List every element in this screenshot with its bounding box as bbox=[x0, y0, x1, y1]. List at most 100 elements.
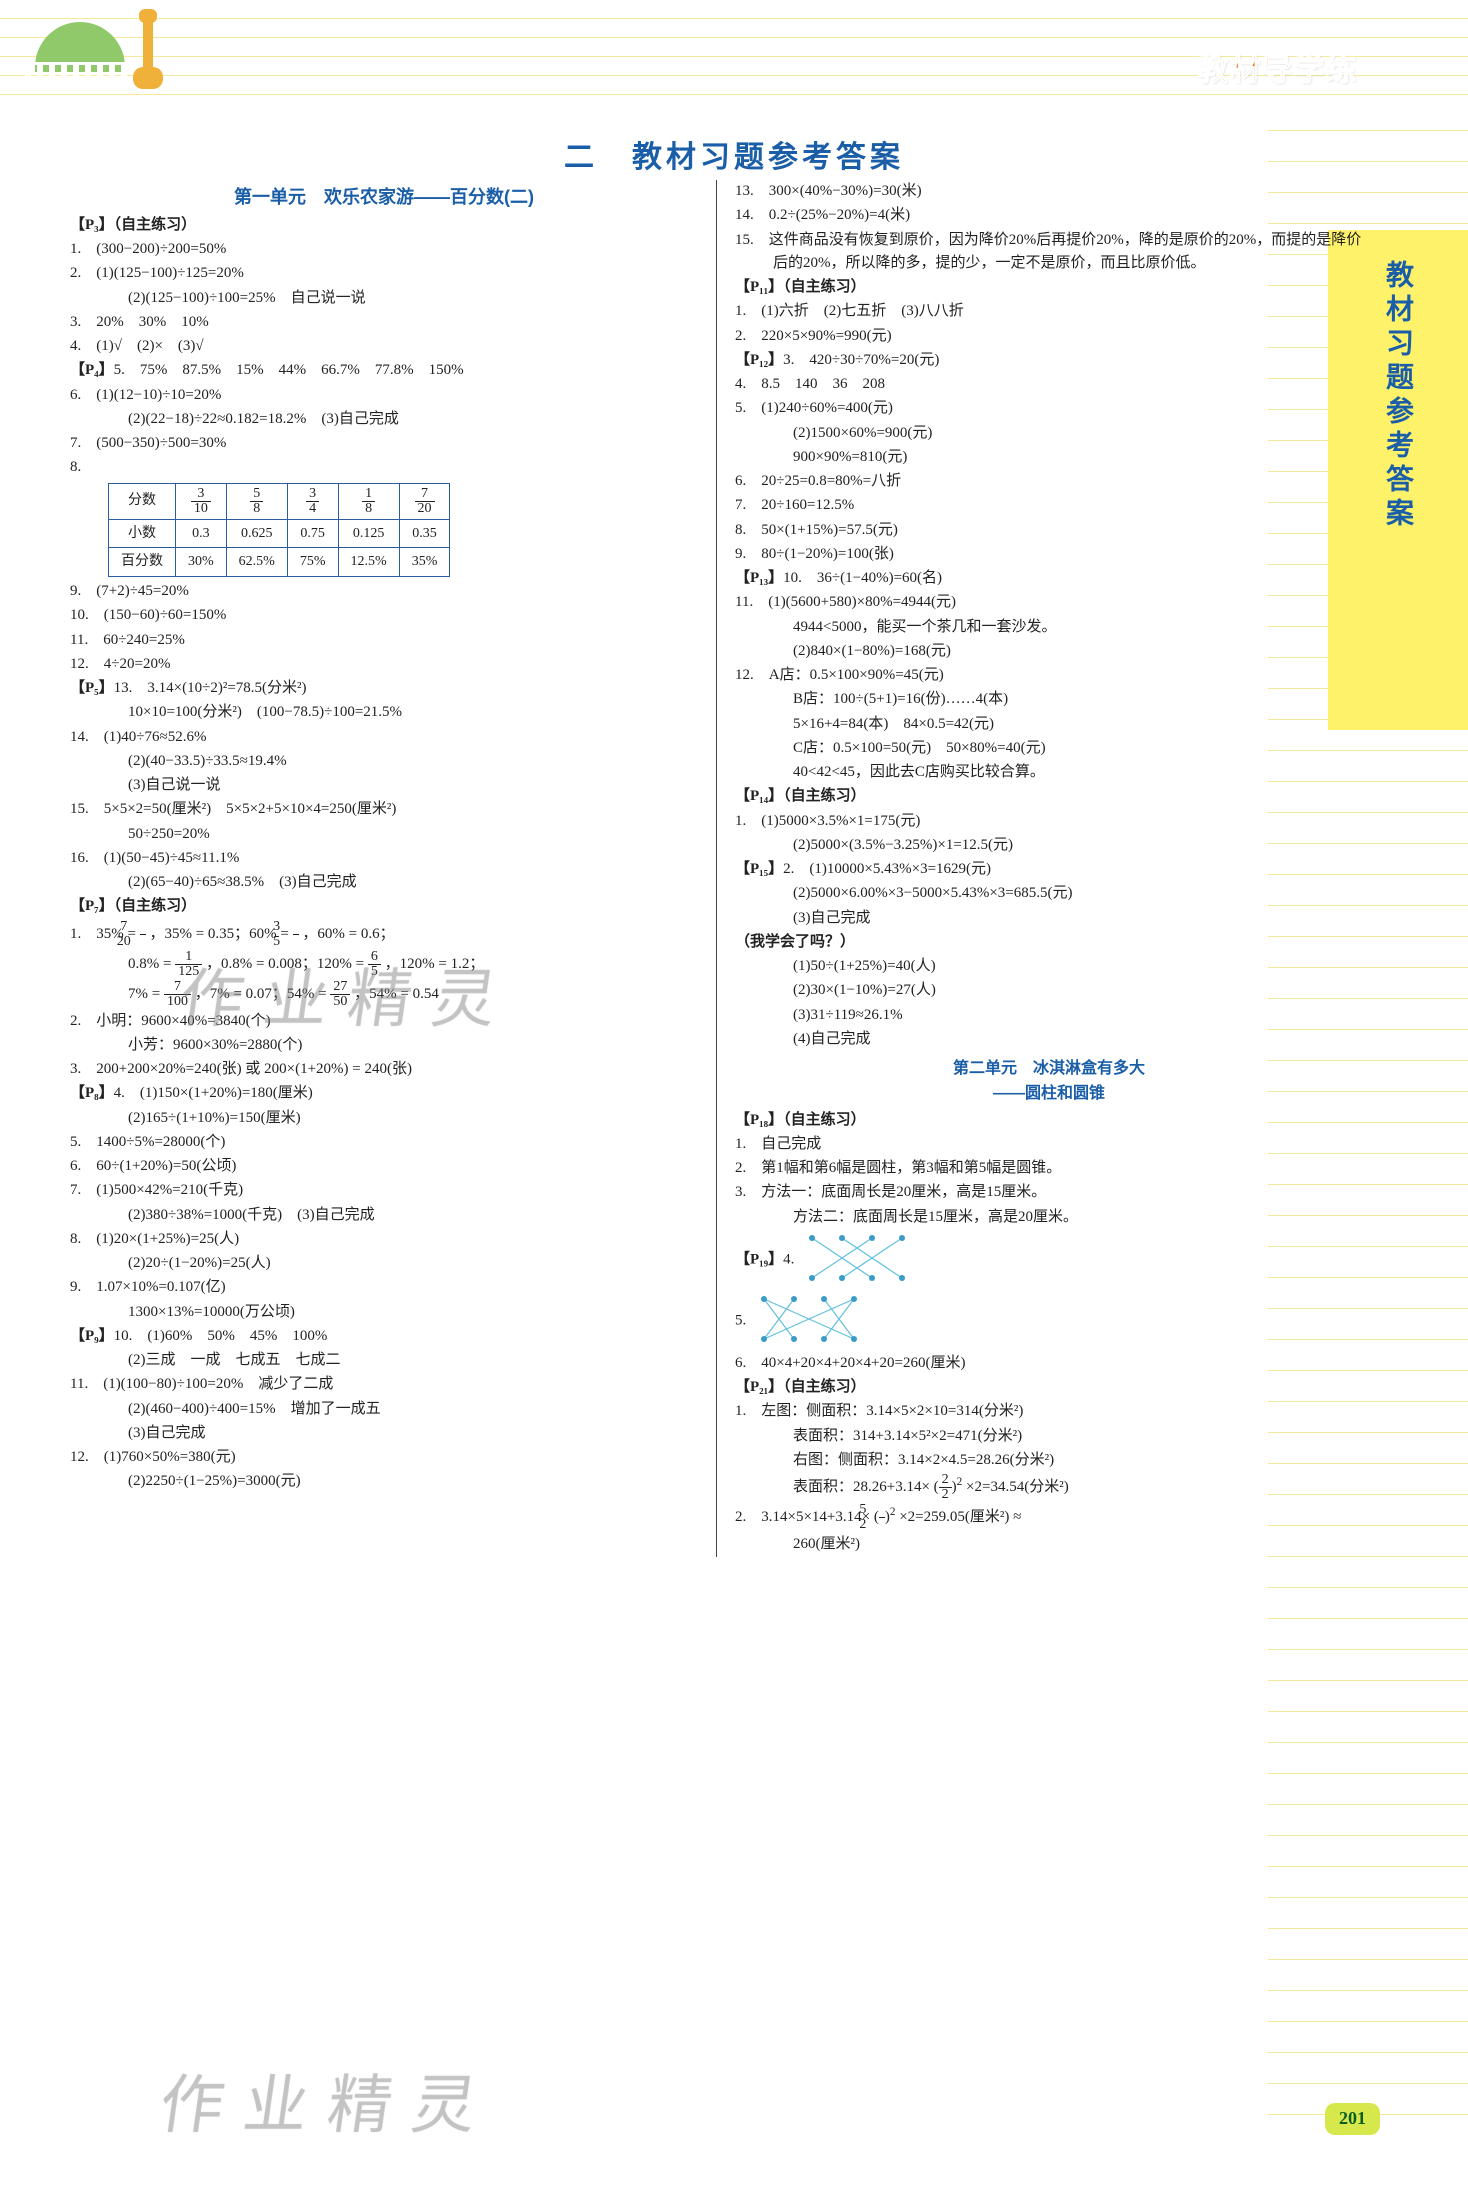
answer-line: 1. (300−200)÷200=50% bbox=[70, 238, 698, 261]
answer-line: 1300×13%=10000(万公顷) bbox=[70, 1301, 698, 1324]
answer-line: 4944<5000，能买一个茶几和一套沙发。 bbox=[735, 616, 1363, 639]
unit2-title-a: 第二单元 冰淇淋盒有多大 bbox=[735, 1057, 1363, 1082]
matching-diagram-5 bbox=[754, 1291, 874, 1351]
answer-line: 7. 20÷160=12.5% bbox=[735, 494, 1363, 517]
frac-cell: 720 bbox=[399, 483, 450, 519]
answer-text: 4. bbox=[783, 1251, 794, 1267]
page-title: 二 教材习题参考答案 bbox=[0, 135, 1468, 182]
table-cell: 0.125 bbox=[338, 519, 399, 548]
answer-text: 10. 36÷(1−40%)=60(名) bbox=[783, 570, 942, 586]
answer-line: (3)自己说一说 bbox=[70, 774, 698, 797]
p19-header: 【P₁₉】4. bbox=[735, 1230, 1363, 1290]
answer-line: 8. (1)20×(1+25%)=25(人) bbox=[70, 1228, 698, 1251]
page-number: 201 bbox=[1325, 2103, 1380, 2135]
table-row: 小数 0.3 0.625 0.75 0.125 0.35 bbox=[109, 519, 450, 548]
answer-line: 15. 5×5×2=50(厘米²) 5×5×2+5×10×4=250(厘米²) bbox=[70, 798, 698, 821]
section-zizhu-4: （自主练习） bbox=[783, 788, 866, 804]
table-row: 百分数 30% 62.5% 75% 12.5% 35% bbox=[109, 548, 450, 577]
content-columns: 第一单元 欢乐农家游——百分数(二) 【P₃】（自主练习） 1. (300−20… bbox=[60, 180, 1373, 1557]
p11-label: 【P₁₁】 bbox=[735, 279, 783, 295]
frac-cell: 34 bbox=[287, 483, 338, 519]
answer-line: 表面积：28.26+3.14× (22)2 ×2=34.54(分米²) bbox=[735, 1473, 1363, 1502]
answer-line: (2)(40−33.5)÷33.5≈19.4% bbox=[70, 750, 698, 773]
answer-line: (2)165÷(1+10%)=150(厘米) bbox=[70, 1107, 698, 1130]
p11-header: 【P₁₁】（自主练习） bbox=[735, 276, 1363, 299]
matching-diagram-4 bbox=[802, 1230, 922, 1290]
frac-cell: 310 bbox=[176, 483, 227, 519]
frac-cell: 18 bbox=[338, 483, 399, 519]
answer-line: 11. 60÷240=25% bbox=[70, 629, 698, 652]
answer-text: 3. 420÷30÷70%=20(元) bbox=[783, 352, 939, 368]
answer-line: 7. (1)500×42%=210(千克) bbox=[70, 1179, 698, 1202]
answer-line: 2. 第1幅和第6幅是圆柱，第3幅和第5幅是圆锥。 bbox=[735, 1157, 1363, 1180]
answer-text: 13. 3.14×(10÷2)²=78.5(分米²) bbox=[114, 680, 307, 696]
answer-line: 14. (1)40÷76≈52.6% bbox=[70, 726, 698, 749]
answer-line: 2. 3.14×5×14+3.14× (52)2 ×2=259.05(厘米²) … bbox=[735, 1503, 1363, 1532]
p19-label: 【P₁₉】 bbox=[735, 1251, 783, 1267]
answer-line: 9. 1.07×10%=0.107(亿) bbox=[70, 1276, 698, 1299]
answer-line: (2)840×(1−80%)=168(元) bbox=[735, 640, 1363, 663]
answer-line: 50÷250=20% bbox=[70, 823, 698, 846]
answer-line: (2)2250÷(1−25%)=3000(元) bbox=[70, 1470, 698, 1493]
answer-line: 5×16+4=84(本) 84×0.5=42(元) bbox=[735, 713, 1363, 736]
answer-line: (2)5000×6.00%×3−5000×5.43%×3=685.5(元) bbox=[735, 882, 1363, 905]
answer-line: 表面积：314+3.14×5²×2=471(分米²) bbox=[735, 1425, 1363, 1448]
answer-line: C店：0.5×100=50(元) 50×80%=40(元) bbox=[735, 737, 1363, 760]
vertical-section-label: 教材习题参考答案 bbox=[1377, 260, 1420, 532]
answer-line: (2)30×(1−10%)=27(人) bbox=[735, 979, 1363, 1002]
answer-line: 6. 20÷25=0.8=80%=八折 bbox=[735, 470, 1363, 493]
fraction: 7100 bbox=[164, 980, 191, 1009]
answer-line: 4. 8.5 140 36 208 bbox=[735, 373, 1363, 396]
section-zizhu-1: （自主练习） bbox=[114, 217, 197, 233]
right-column: 13. 300×(40%−30%)=30(米) 14. 0.2÷(25%−20%… bbox=[716, 180, 1373, 1557]
answer-text: ，60% = 0.6； bbox=[302, 926, 394, 942]
p12-header: 【P₁₂】3. 420÷30÷70%=20(元) bbox=[735, 349, 1363, 372]
answer-line: 6. 60÷(1+20%)=50(公顷) bbox=[70, 1155, 698, 1178]
answer-text: ，0.8% = 0.008；120% = bbox=[206, 956, 364, 972]
answer-line: 2. 小明：9600×40%=3840(个) bbox=[70, 1010, 698, 1033]
answer-text: 2. (1)10000×5.43%×3=1629(元) bbox=[783, 861, 991, 877]
answer-line: 14. 0.2÷(25%−20%)=4(米) bbox=[735, 204, 1363, 227]
answer-line: 13. 300×(40%−30%)=30(米) bbox=[735, 180, 1363, 203]
answer-line: (2)1500×60%=900(元) bbox=[735, 422, 1363, 445]
woxuehui-header: （我学会了吗？） bbox=[735, 931, 1363, 954]
answer-line: 右图：侧面积：3.14×2×4.5=28.26(分米²) bbox=[735, 1449, 1363, 1472]
answer-line: 3. 20% 30% 10% bbox=[70, 311, 698, 334]
p7-label: 【P₇】 bbox=[70, 898, 114, 914]
answer-line: 6. 40×4+20×4+20×4+20=260(厘米) bbox=[735, 1352, 1363, 1375]
p14-header: 【P₁₄】（自主练习） bbox=[735, 785, 1363, 808]
section-zizhu-5: （自主练习） bbox=[783, 1112, 866, 1128]
table-cell: 12.5% bbox=[338, 548, 399, 577]
answer-line: (2)(460−400)÷400=15% 增加了一成五 bbox=[70, 1398, 698, 1421]
answer-line: 1. (1)六折 (2)七五折 (3)八八折 bbox=[735, 300, 1363, 323]
answer-text: ，120% = 1.2； bbox=[385, 956, 485, 972]
answer-line: 1. 35% = 720 ，35% = 0.35；60% = 35 ，60% =… bbox=[70, 920, 698, 949]
answer-line: 4. (1)√ (2)× (3)√ bbox=[70, 335, 698, 358]
p5-label: 【P₅】 bbox=[70, 680, 114, 696]
answer-line: 2. 220×5×90%=990(元) bbox=[735, 325, 1363, 348]
answer-line: 1. (1)5000×3.5%×1=175(元) bbox=[735, 810, 1363, 833]
fraction: 35 bbox=[293, 920, 299, 949]
row-label: 分数 bbox=[109, 483, 176, 519]
left-column: 第一单元 欢乐农家游——百分数(二) 【P₃】（自主练习） 1. (300−20… bbox=[60, 180, 716, 1557]
p13-header: 【P₁₃】10. 36÷(1−40%)=60(名) bbox=[735, 567, 1363, 590]
p4-label: 【P₄】 bbox=[70, 362, 114, 378]
answer-text: 2. 3.14×5×14+3.14× bbox=[735, 1509, 870, 1525]
answer-line: (2)(65−40)÷65≈38.5% (3)自己完成 bbox=[70, 871, 698, 894]
p15-label: 【P₁₅】 bbox=[735, 861, 783, 877]
p9-label: 【P₉】 bbox=[70, 1328, 114, 1344]
answer-line: 方法二：底面周长是15厘米，高是20厘米。 bbox=[735, 1206, 1363, 1229]
header-badge: 教材导学练 bbox=[1198, 48, 1358, 95]
unit2-title-b: ——圆柱和圆锥 bbox=[735, 1082, 1363, 1107]
table-cell: 62.5% bbox=[226, 548, 287, 577]
p7-header: 【P₇】（自主练习） bbox=[70, 895, 698, 918]
answer-text: 5. 75% 87.5% 15% 44% 66.7% 77.8% 150% bbox=[114, 362, 464, 378]
section-woxuehui: （我学会了吗？） bbox=[735, 934, 855, 950]
answer-line: 11. (1)(100−80)÷100=20% 减少了二成 bbox=[70, 1373, 698, 1396]
answer-line: 8. bbox=[70, 456, 698, 479]
answer-line: (2)(22−18)÷22≈0.182=18.2% (3)自己完成 bbox=[70, 408, 698, 431]
answer-line: 7. (500−350)÷500=30% bbox=[70, 432, 698, 455]
answer-line: (2)380÷38%=1000(千克) (3)自己完成 bbox=[70, 1204, 698, 1227]
fraction: 1125 bbox=[175, 950, 202, 979]
fence-shape bbox=[25, 62, 135, 84]
